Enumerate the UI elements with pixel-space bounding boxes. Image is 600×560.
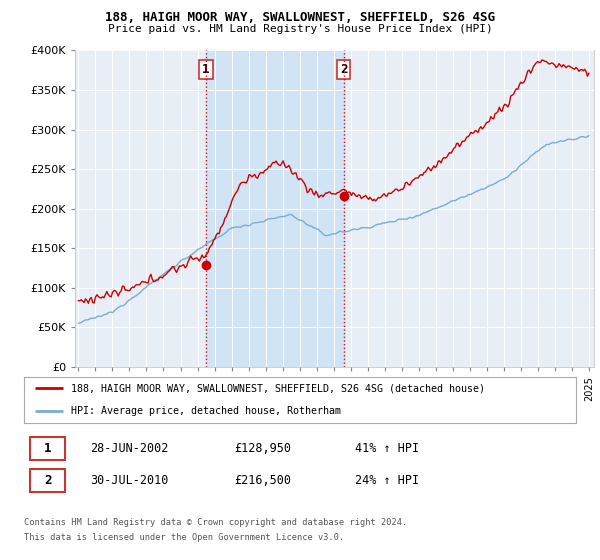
- Text: HPI: Average price, detached house, Rotherham: HPI: Average price, detached house, Roth…: [71, 407, 341, 416]
- Text: 1: 1: [202, 63, 209, 76]
- Text: Contains HM Land Registry data © Crown copyright and database right 2024.: Contains HM Land Registry data © Crown c…: [24, 518, 407, 527]
- Text: 2: 2: [44, 474, 52, 487]
- Text: 30-JUL-2010: 30-JUL-2010: [90, 474, 169, 487]
- Text: Price paid vs. HM Land Registry's House Price Index (HPI): Price paid vs. HM Land Registry's House …: [107, 24, 493, 34]
- Text: £128,950: £128,950: [234, 442, 291, 455]
- Text: 188, HAIGH MOOR WAY, SWALLOWNEST, SHEFFIELD, S26 4SG: 188, HAIGH MOOR WAY, SWALLOWNEST, SHEFFI…: [105, 11, 495, 24]
- Text: 1: 1: [44, 442, 52, 455]
- Bar: [206, 50, 344, 367]
- Text: 188, HAIGH MOOR WAY, SWALLOWNEST, SHEFFIELD, S26 4SG (detached house): 188, HAIGH MOOR WAY, SWALLOWNEST, SHEFFI…: [71, 384, 485, 393]
- Text: This data is licensed under the Open Government Licence v3.0.: This data is licensed under the Open Gov…: [24, 533, 344, 542]
- FancyBboxPatch shape: [29, 437, 65, 460]
- FancyBboxPatch shape: [29, 469, 65, 492]
- Text: 2: 2: [340, 63, 347, 76]
- Text: £216,500: £216,500: [234, 474, 291, 487]
- Text: 24% ↑ HPI: 24% ↑ HPI: [355, 474, 419, 487]
- Text: 28-JUN-2002: 28-JUN-2002: [90, 442, 169, 455]
- Text: 41% ↑ HPI: 41% ↑ HPI: [355, 442, 419, 455]
